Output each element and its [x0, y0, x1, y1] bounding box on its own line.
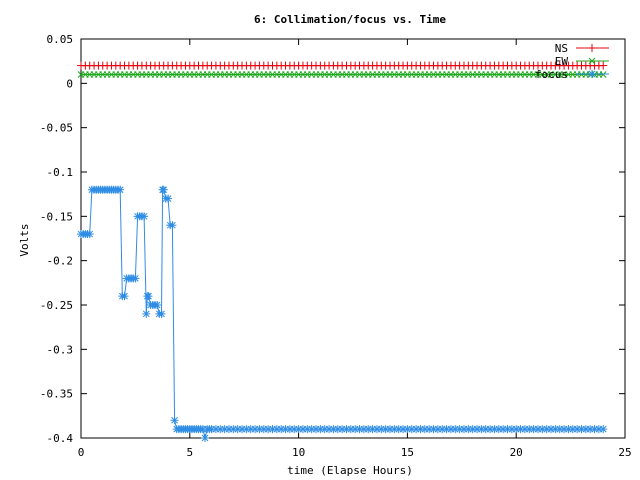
data-point: [170, 416, 179, 425]
x-axis-label: time (Elapse Hours): [287, 464, 413, 477]
x-tick-label: 10: [292, 446, 305, 459]
plot-frame: [80, 38, 626, 439]
data-point: [144, 292, 153, 301]
x-tick-label: 0: [78, 446, 85, 459]
axis-ticks: 0 5 10 15 20 25 -0.4 -0.35 -0.3 -0.25 -0.2 -0.15 -0.…: [40, 33, 632, 459]
x-tick-label: 25: [618, 446, 631, 459]
x-tick-label: 15: [401, 446, 414, 459]
data-point: [599, 425, 608, 434]
data-point: [588, 57, 596, 65]
series-ns: [77, 61, 608, 70]
data-point: [131, 274, 140, 283]
legend-label: EW: [555, 55, 569, 68]
y-tick-label: -0.2: [47, 255, 74, 268]
y-tick-label: -0.05: [40, 122, 73, 135]
data-point: [168, 221, 177, 230]
y-tick-label: -0.3: [47, 343, 74, 356]
data-point: [588, 70, 596, 78]
series-focus: [77, 185, 608, 442]
y-tick-label: -0.4: [47, 432, 74, 445]
data-point: [120, 292, 129, 301]
data-point: [588, 44, 596, 52]
y-axis-label: Volts: [18, 223, 31, 256]
y-tick-label: 0: [66, 77, 73, 90]
series-layer: [77, 61, 608, 442]
y-tick-label: 0.05: [47, 33, 74, 46]
data-point: [85, 230, 94, 239]
data-point: [142, 309, 151, 318]
legend-label: focus: [535, 68, 568, 81]
y-tick-label: -0.35: [40, 388, 73, 401]
y-tick-label: -0.1: [47, 166, 74, 179]
data-point: [201, 434, 210, 442]
y-tick-label: -0.25: [40, 299, 73, 312]
y-tick-label: -0.15: [40, 210, 73, 223]
series-ew: [77, 71, 607, 78]
data-point: [159, 185, 168, 194]
data-point: [164, 194, 173, 203]
data-point: [153, 301, 162, 309]
chart-title: 6: Collimation/focus vs. Time: [254, 13, 446, 26]
x-tick-label: 5: [186, 446, 193, 459]
x-tick-label: 20: [510, 446, 523, 459]
data-point: [116, 185, 125, 194]
data-point: [157, 309, 166, 318]
legend-label: NS: [555, 42, 568, 55]
data-point: [599, 61, 608, 70]
data-point: [140, 212, 149, 221]
